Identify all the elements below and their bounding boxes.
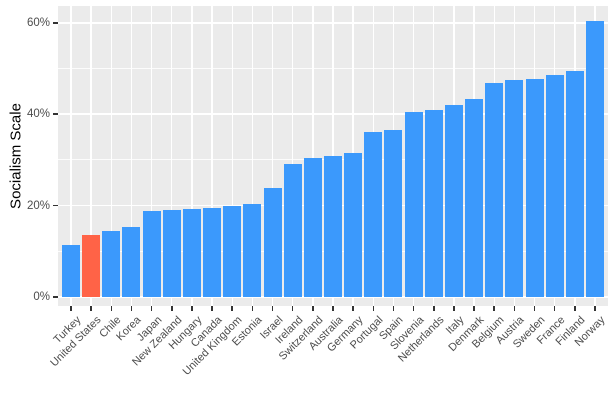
y-tick-label-60: 60% [26,16,50,29]
x-tick-17 [412,306,415,311]
x-tick-8 [231,306,234,311]
bar-korea [122,227,141,297]
bar-sweden [525,79,544,297]
gridline-vert-13 [332,6,334,306]
bar-israel [263,187,282,297]
bar-belgium [485,82,504,297]
bar-united-states [82,235,101,297]
x-tick-15 [372,306,375,311]
gridline-vert-10 [271,6,274,306]
x-tick-18 [432,306,435,311]
x-tick-11 [291,306,294,311]
bar-france [545,74,564,297]
gridline-vert-7 [211,6,213,306]
bar-estonia [243,203,262,297]
gridline-vert-3 [130,6,133,306]
y-tick-60 [53,22,58,24]
x-tick-2 [110,306,113,311]
x-tick-3 [130,306,133,311]
bar-switzerland [303,157,322,297]
y-tick-label-0: 0% [33,290,50,303]
x-tick-7 [211,306,213,311]
bar-ireland [283,164,302,297]
bar-slovenia [404,112,423,297]
y-tick-20 [53,204,58,207]
bar-finland [565,70,584,297]
bar-germany [344,153,363,297]
y-tick-label-40: 40% [26,108,50,121]
gridline-vert-5 [171,6,173,306]
x-tick-20 [473,306,475,311]
bar-chile [102,231,121,297]
x-tick-5 [170,306,173,311]
x-tick-21 [493,306,496,311]
x-tick-24 [553,306,556,311]
gridline-vert-9 [251,6,254,306]
y-tick-0 [53,296,58,298]
bar-netherlands [424,109,443,297]
x-tick-4 [150,306,153,311]
x-tick-16 [392,306,395,311]
bar-denmark [465,98,484,297]
x-tick-23 [533,306,536,311]
bar-norway [586,20,604,297]
x-tick-9 [251,306,254,311]
x-tick-12 [312,306,314,311]
bar-austria [505,79,524,297]
x-tick-13 [332,306,334,311]
y-tick-40 [53,113,58,115]
bar-italy [444,104,463,297]
x-tick-26 [594,306,596,311]
gridline-vert-2 [110,6,112,306]
x-tick-1 [90,306,92,311]
bar-japan [142,210,161,297]
bar-united-kingdom [223,205,242,297]
gridline-vert-4 [150,6,153,306]
gridline-vert-6 [191,6,193,306]
gridline-vert-1 [90,6,92,306]
bar-portugal [364,132,383,297]
bar-hungary [182,208,201,297]
bar-spain [384,129,403,297]
x-tick-0 [70,306,72,311]
gridline-vert-0 [70,6,72,306]
x-tick-10 [271,306,274,311]
gridline-vert-11 [291,6,294,306]
bar-canada [203,207,222,297]
x-tick-6 [191,306,193,311]
x-tick-25 [574,306,576,311]
x-tick-14 [352,306,354,311]
gridline-vert-8 [231,6,233,306]
bar-turkey [62,244,80,297]
x-tick-19 [453,306,455,311]
bar-new-zealand [162,209,181,297]
x-tick-22 [513,306,516,311]
gridline-vert-12 [312,6,314,306]
bar-australia [324,156,342,297]
y-tick-label-20: 20% [26,199,50,212]
